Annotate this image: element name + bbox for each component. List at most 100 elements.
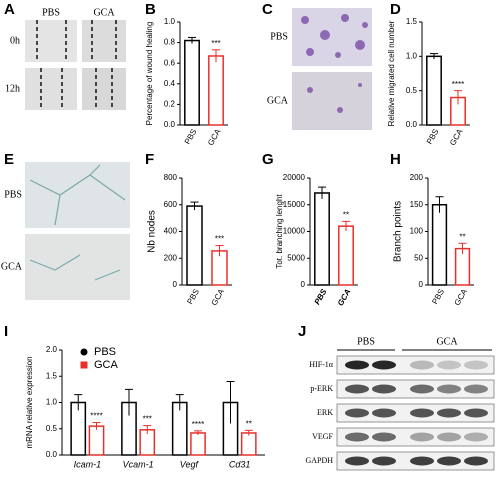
legend-label: PBS xyxy=(94,346,116,358)
panel-letter: F xyxy=(145,151,154,168)
blot-band xyxy=(464,384,488,394)
y-tick-label: 1.5 xyxy=(46,371,58,380)
y-axis-label: mRNA relative expression xyxy=(25,356,34,448)
x-tick-label: GCA xyxy=(453,287,470,307)
y-tick-label: 1.5 xyxy=(406,17,418,26)
blot-band xyxy=(372,360,396,370)
legend-label: GCA xyxy=(94,359,119,371)
y-tick-label: 600 xyxy=(164,200,178,209)
column-label: PBS xyxy=(42,7,60,18)
x-tick-label: PBS xyxy=(425,128,441,146)
y-tick-label: 20000 xyxy=(283,173,306,182)
blot-band xyxy=(345,456,369,466)
bar xyxy=(208,55,224,126)
x-tick-label: PBS xyxy=(430,288,446,306)
y-tick-label: 200 xyxy=(164,253,178,262)
bar xyxy=(186,205,203,286)
y-tick-label: 0.6 xyxy=(164,58,176,67)
row-label: GCA xyxy=(1,261,23,272)
y-tick-label: 800 xyxy=(164,173,178,182)
bar xyxy=(190,432,206,456)
panel-letter: H xyxy=(390,151,401,168)
blot-band xyxy=(437,432,461,442)
y-axis-label: Branch points xyxy=(393,201,404,262)
blot-band xyxy=(410,432,434,442)
blot-band xyxy=(345,384,369,394)
panel-letter: D xyxy=(390,1,401,18)
y-tick-label: 0.8 xyxy=(164,38,176,47)
y-axis-label: Percentage of wound healing xyxy=(145,22,154,126)
y-tick-label: 100 xyxy=(410,227,424,236)
column-label: GCA xyxy=(93,7,115,18)
y-tick-label: 0 xyxy=(173,280,178,289)
panel-letter: G xyxy=(262,151,274,168)
wound-images xyxy=(25,20,126,110)
blot-band xyxy=(464,360,488,370)
x-tick-label: PBS xyxy=(313,287,329,306)
y-tick-label: 1.0 xyxy=(164,17,176,26)
significance: ** xyxy=(246,419,252,428)
column-label: GCA xyxy=(436,336,458,347)
row-label: PBS xyxy=(4,189,22,200)
blot-band xyxy=(372,456,396,466)
row-label: 12h xyxy=(5,83,20,94)
y-tick-label: 1.0 xyxy=(46,398,58,407)
tube-images xyxy=(25,162,130,300)
significance: *** xyxy=(143,415,152,424)
bar xyxy=(426,55,442,126)
y-tick-label: 0.0 xyxy=(406,120,418,129)
y-tick-label: 0.5 xyxy=(46,424,58,433)
y-tick-label: 0.0 xyxy=(164,120,176,129)
x-tick-label: GCA xyxy=(336,287,353,307)
blot-band xyxy=(372,384,396,394)
blot-band xyxy=(345,408,369,418)
y-tick-label: 10000 xyxy=(283,227,306,236)
row-label: HIF-1α xyxy=(309,360,334,369)
blot-band-strip xyxy=(336,355,495,375)
bar xyxy=(431,204,448,286)
blot-band xyxy=(410,384,434,394)
y-tick-label: 150 xyxy=(410,200,424,209)
significance: *** xyxy=(215,235,224,244)
panel-letter: E xyxy=(4,151,14,168)
row-label: PBS xyxy=(270,31,288,42)
blot-band xyxy=(372,408,396,418)
blot-band xyxy=(437,360,461,370)
legend-marker xyxy=(80,361,88,369)
blot-band xyxy=(437,408,461,418)
significance: **** xyxy=(192,420,204,429)
row-label: 0h xyxy=(10,35,20,46)
blot-band xyxy=(410,360,434,370)
blot-band xyxy=(437,456,461,466)
bar xyxy=(184,39,200,126)
significance: ** xyxy=(459,232,465,241)
y-tick-label: 400 xyxy=(164,227,178,236)
blot-band xyxy=(372,432,396,442)
x-tick-label: Vegf xyxy=(180,459,200,469)
bar xyxy=(338,225,354,286)
bar xyxy=(314,192,330,286)
significance: **** xyxy=(90,412,102,421)
blot-band xyxy=(464,432,488,442)
panel-letter: J xyxy=(298,323,306,340)
bar xyxy=(240,432,257,456)
x-tick-label: Icam-1 xyxy=(74,459,102,469)
transwell-images xyxy=(292,8,372,130)
row-label: GCA xyxy=(267,95,289,106)
x-tick-label: Vcam-1 xyxy=(123,459,154,469)
y-axis-label: Relative migrated cell number xyxy=(387,20,396,126)
significance: **** xyxy=(452,80,464,89)
y-tick-label: 0.5 xyxy=(406,86,418,95)
legend-marker xyxy=(80,348,88,356)
bar xyxy=(88,425,105,456)
x-tick-label: GCA xyxy=(448,127,465,147)
row-label: GAPDH xyxy=(305,456,333,465)
x-tick-label: PBS xyxy=(183,128,199,146)
panel-letter: I xyxy=(4,323,8,340)
blot-band xyxy=(464,408,488,418)
blot-band xyxy=(410,456,434,466)
panel-letter: B xyxy=(145,1,156,18)
row-label: VEGF xyxy=(312,432,333,441)
y-tick-label: 2.0 xyxy=(46,345,58,354)
